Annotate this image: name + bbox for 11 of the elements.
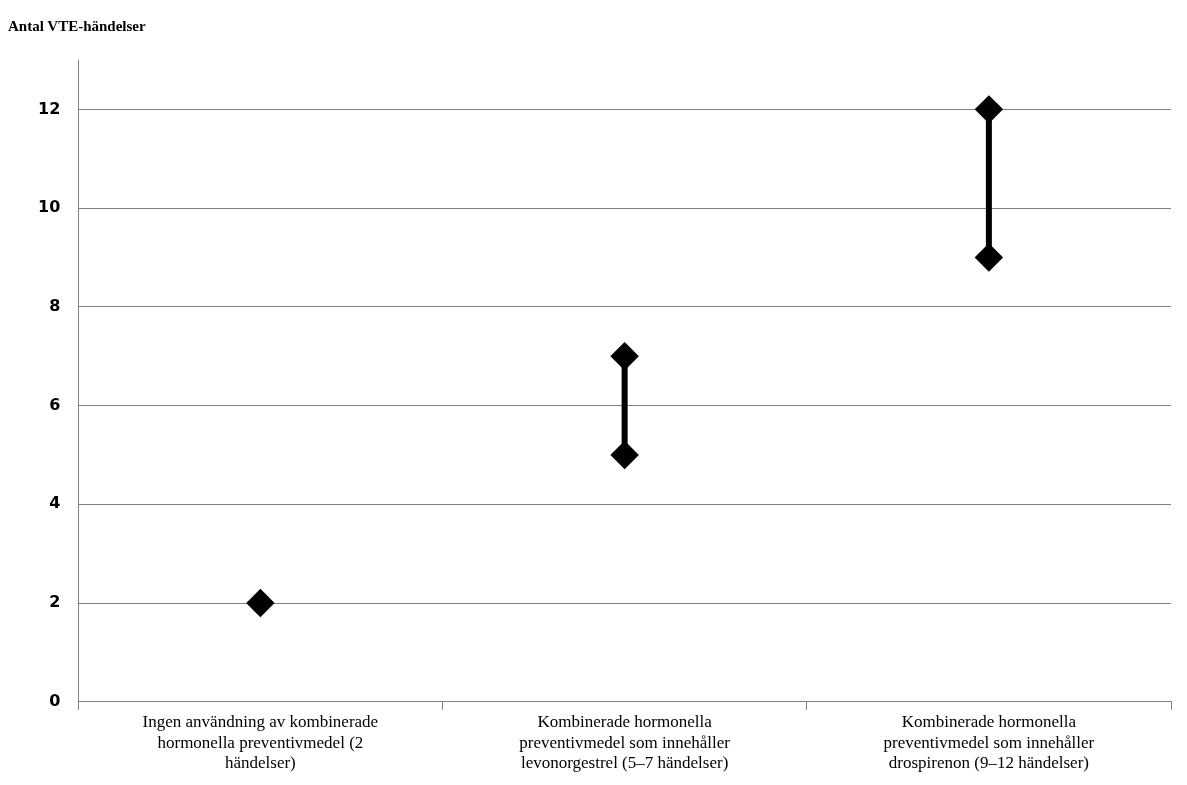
x-tick-label: Kombinerade hormonella preventivmedel som innehåller levonorgestrel (5–7 händelser) [519, 712, 731, 773]
y-axis-title: Antal VTE-händelser [8, 18, 146, 35]
y-tick-label: 8 [49, 296, 61, 315]
x-tick-label: Kombinerade hormonella preventivmedel som innehåller drospirenon (9–12 händelser) [883, 712, 1095, 773]
y-tick-label: 6 [49, 394, 61, 414]
y-tick-label: 0 [49, 690, 61, 710]
y-tick-label: 10 [38, 197, 61, 217]
y-tick-label: 2 [49, 592, 61, 612]
x-tick-label: Ingen användning av kombinerade hormonella preventivmedel (2 händelser) [142, 712, 379, 773]
y-tick-label: 4 [49, 493, 61, 513]
y-tick-label: 12 [38, 98, 61, 118]
